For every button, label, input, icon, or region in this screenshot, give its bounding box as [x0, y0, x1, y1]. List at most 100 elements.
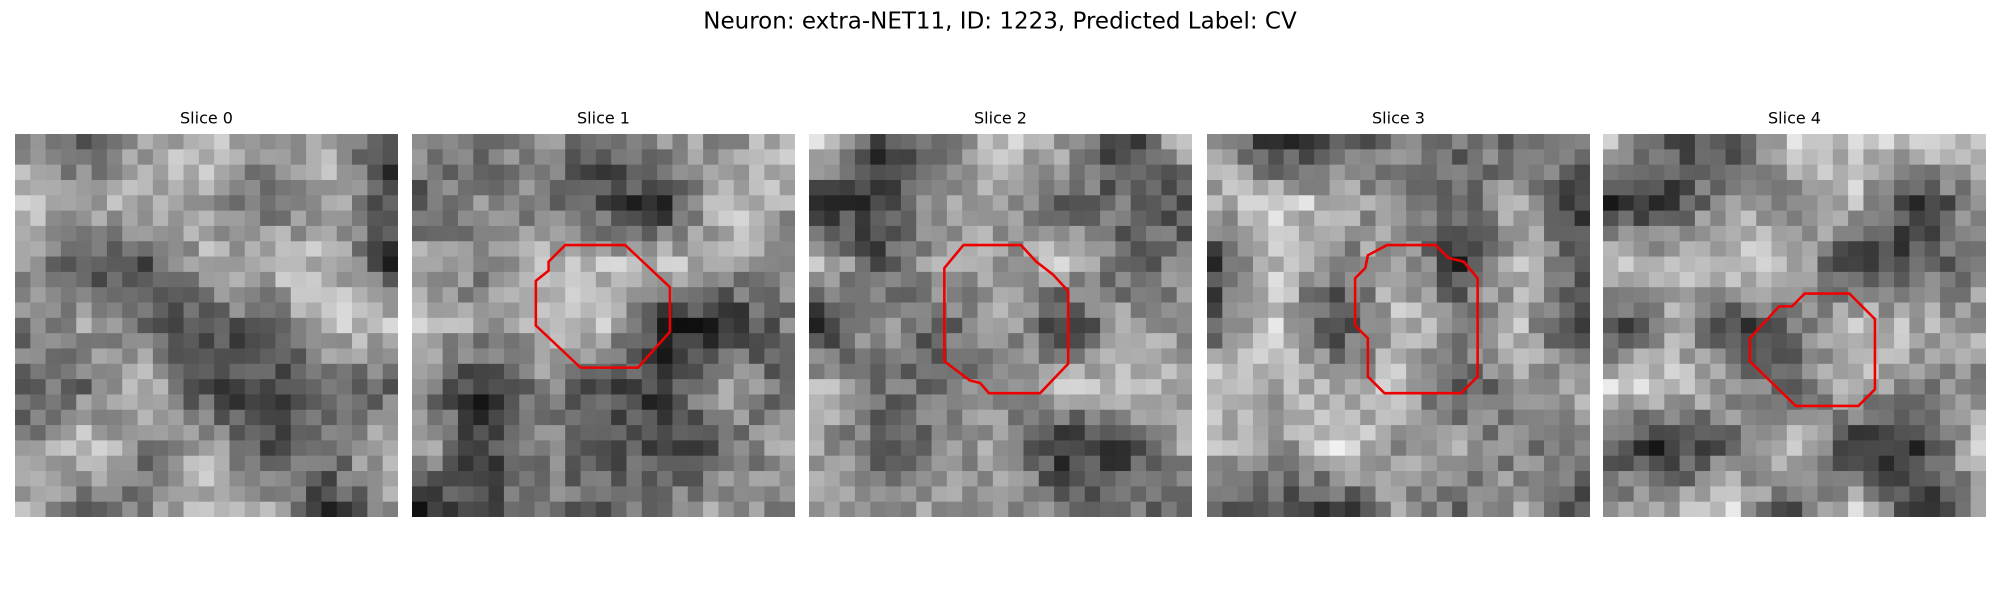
- pixel: [1375, 363, 1392, 380]
- pixel: [367, 409, 384, 426]
- pixel: [1314, 409, 1331, 426]
- pixel: [244, 333, 261, 349]
- pixel: [1054, 394, 1070, 411]
- pixel: [595, 363, 612, 380]
- pixel: [992, 302, 1009, 319]
- pixel: [565, 471, 582, 487]
- pixel: [534, 225, 551, 242]
- pixel: [1909, 241, 1926, 258]
- pixel: [1161, 440, 1178, 457]
- pixel: [1406, 379, 1422, 395]
- pixel: [549, 425, 566, 441]
- pixel: [91, 179, 108, 196]
- pixel: [580, 394, 597, 411]
- pixel: [152, 241, 169, 258]
- pixel: [503, 210, 520, 227]
- pixel: [336, 455, 353, 472]
- pixel: [1207, 179, 1223, 196]
- pixel: [1756, 271, 1773, 288]
- pixel: [764, 317, 781, 334]
- pixel: [1832, 501, 1849, 517]
- pixel: [1084, 195, 1101, 212]
- pixel: [1894, 134, 1910, 150]
- pixel: [1756, 363, 1773, 380]
- pixel: [1694, 302, 1711, 319]
- pixel: [580, 486, 597, 503]
- pixel: [45, 501, 62, 517]
- pixel: [1222, 210, 1239, 227]
- pixel: [1832, 149, 1849, 166]
- pixel: [1406, 455, 1422, 472]
- pixel: [1252, 440, 1269, 457]
- pixel: [1314, 333, 1331, 349]
- pixel: [1069, 287, 1086, 304]
- pixel: [1802, 455, 1818, 472]
- pixel: [352, 317, 368, 334]
- pixel: [595, 333, 612, 349]
- pixel: [336, 348, 353, 365]
- pixel: [1360, 164, 1377, 181]
- pixel: [687, 471, 704, 487]
- pixel: [473, 317, 490, 334]
- pixel: [1694, 164, 1711, 181]
- pixel: [1909, 333, 1926, 349]
- pixel: [1390, 225, 1407, 242]
- pixel: [1283, 179, 1300, 196]
- pixel: [1544, 348, 1560, 365]
- pixel: [946, 271, 963, 288]
- pixel: [1559, 409, 1576, 426]
- pixel: [1115, 363, 1132, 380]
- pixel: [1878, 195, 1895, 212]
- pixel: [1544, 195, 1560, 212]
- pixel: [321, 317, 338, 334]
- pixel: [687, 256, 704, 273]
- pixel: [91, 134, 108, 150]
- pixel: [15, 501, 31, 517]
- pixel: [580, 179, 597, 196]
- pixel: [1528, 164, 1545, 181]
- pixel: [1633, 241, 1650, 258]
- pixel: [764, 164, 781, 181]
- pixel: [244, 409, 261, 426]
- pixel: [503, 501, 520, 517]
- pixel: [1176, 501, 1192, 517]
- pixel: [122, 302, 139, 319]
- pixel: [946, 486, 963, 503]
- pixel: [244, 471, 261, 487]
- pixel: [641, 210, 658, 227]
- pixel: [1603, 379, 1619, 395]
- pixel: [641, 317, 658, 334]
- pixel: [1314, 348, 1331, 365]
- pixel: [534, 302, 551, 319]
- pixel: [229, 256, 246, 273]
- pixel: [1406, 195, 1422, 212]
- pixel: [595, 287, 612, 304]
- pixel: [152, 149, 169, 166]
- pixel: [1970, 455, 1986, 472]
- pixel: [641, 501, 658, 517]
- pixel: [1618, 501, 1635, 517]
- pixel: [137, 134, 154, 150]
- pixel: [1482, 302, 1499, 319]
- pixel: [1848, 333, 1864, 349]
- pixel: [839, 409, 856, 426]
- pixel: [1756, 241, 1773, 258]
- pixel: [946, 210, 963, 227]
- pixel: [442, 425, 459, 441]
- pixel: [626, 501, 643, 517]
- pixel: [824, 210, 841, 227]
- pixel: [1633, 134, 1650, 150]
- pixel: [1390, 241, 1407, 258]
- pixel: [962, 302, 979, 319]
- pixel: [611, 210, 627, 227]
- pixel: [244, 210, 261, 227]
- pixel: [1054, 149, 1070, 166]
- pixel: [1008, 379, 1024, 395]
- pixel: [718, 195, 735, 212]
- pixel: [534, 455, 551, 472]
- pixel: [1817, 225, 1834, 242]
- pixel: [1940, 256, 1956, 273]
- pixel: [611, 134, 627, 150]
- pixel: [427, 471, 444, 487]
- pixel: [1222, 256, 1239, 273]
